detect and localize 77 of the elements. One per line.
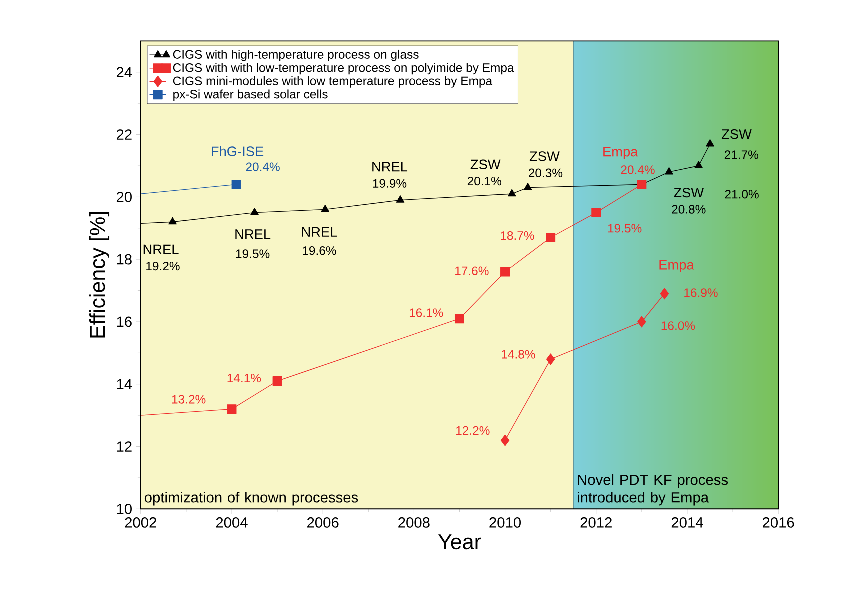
annotation: ZSW	[470, 160, 501, 170]
point	[524, 182, 532, 190]
annotation: NREL	[144, 244, 179, 254]
y-axis-title: Efficiency [%]	[89, 212, 110, 338]
y-tick-label: 18	[117, 254, 132, 265]
point	[396, 195, 405, 203]
point	[500, 434, 510, 446]
point	[500, 267, 510, 277]
y-tick-label: 16	[117, 316, 132, 327]
x-tick-label: 2006	[308, 517, 339, 528]
data-label: 20.3%	[529, 168, 563, 178]
data-label: 20.4%	[246, 162, 280, 172]
point	[546, 232, 556, 242]
point	[660, 288, 670, 300]
data-label: 19.5%	[236, 250, 270, 258]
legend-label: CIGS with with low-temperature process on polyimide by Empa	[173, 63, 514, 74]
point	[637, 180, 647, 190]
point	[638, 316, 646, 328]
y-tick-label: 12	[117, 441, 132, 452]
point	[168, 217, 177, 225]
annotation: ZSW	[674, 188, 704, 198]
x-tick-label: 2008	[398, 517, 430, 528]
data-label: 19.6%	[303, 246, 336, 256]
point	[508, 189, 516, 196]
y-tick-label: 10	[117, 504, 132, 514]
point	[232, 180, 242, 190]
annotation: Empa	[660, 260, 694, 272]
annotation: ZSW	[530, 151, 560, 162]
legend-label: px-Si wafer based solar cells	[174, 90, 328, 101]
point	[592, 208, 602, 218]
y-tick-label: 22	[116, 130, 132, 140]
data-label: 12.2%	[456, 426, 490, 435]
x-tick-label: 2004	[216, 517, 248, 528]
annotation: Empa	[604, 147, 638, 160]
x-tick-label: 2014	[672, 517, 704, 528]
x-tick-label: 2010	[490, 517, 521, 528]
x-tick-label: 2012	[580, 517, 612, 528]
y-tick-label: 14	[117, 379, 132, 390]
data-label: 20.4%	[621, 166, 655, 174]
legend-label: CIGS with high-temperature process on glass	[173, 50, 419, 62]
data-label: 16.9%	[684, 288, 718, 298]
data-label: 19.5%	[608, 224, 642, 233]
data-label: 20.1%	[468, 176, 502, 186]
point	[321, 204, 330, 212]
y-tick-label: 24	[116, 67, 132, 78]
data-label: 13.2%	[172, 395, 206, 404]
data-label: 14.8%	[502, 350, 536, 359]
data-label: 16.1%	[410, 308, 444, 318]
legend-label: CIGS mini-modules with low temperature process by Empa	[173, 76, 493, 88]
data-label: 19.9%	[373, 179, 407, 188]
x-tick-label: 2002	[125, 517, 156, 528]
x-tick-label: 2016	[763, 517, 794, 528]
band-label: Novel PDT KF process introduced by Empa	[578, 474, 728, 506]
annotation: NREL	[302, 227, 338, 237]
annotation: NREL	[236, 230, 271, 239]
data-label: 17.6%	[456, 266, 489, 276]
point	[546, 354, 556, 365]
point	[706, 139, 714, 147]
point	[694, 161, 704, 168]
point	[227, 404, 237, 414]
data-label: 20.8%	[672, 205, 706, 214]
point	[665, 167, 674, 175]
point	[454, 314, 464, 324]
point	[272, 376, 282, 386]
annotation: FhG-ISE	[212, 146, 264, 156]
annotation: NREL	[372, 162, 408, 172]
data-label: 14.1%	[228, 374, 262, 382]
band-label: optimization of known processes	[144, 492, 358, 506]
data-label: 21.7%	[724, 150, 759, 160]
data-label: 19.2%	[146, 262, 180, 270]
data-label: 16.0%	[662, 321, 696, 330]
y-tick-label: 20	[116, 192, 132, 202]
data-label: 18.7%	[501, 231, 534, 240]
data-label: 21.0%	[725, 190, 759, 199]
annotation: ZSW	[722, 129, 752, 140]
point	[250, 208, 259, 216]
x-axis-title: Year	[438, 534, 482, 550]
